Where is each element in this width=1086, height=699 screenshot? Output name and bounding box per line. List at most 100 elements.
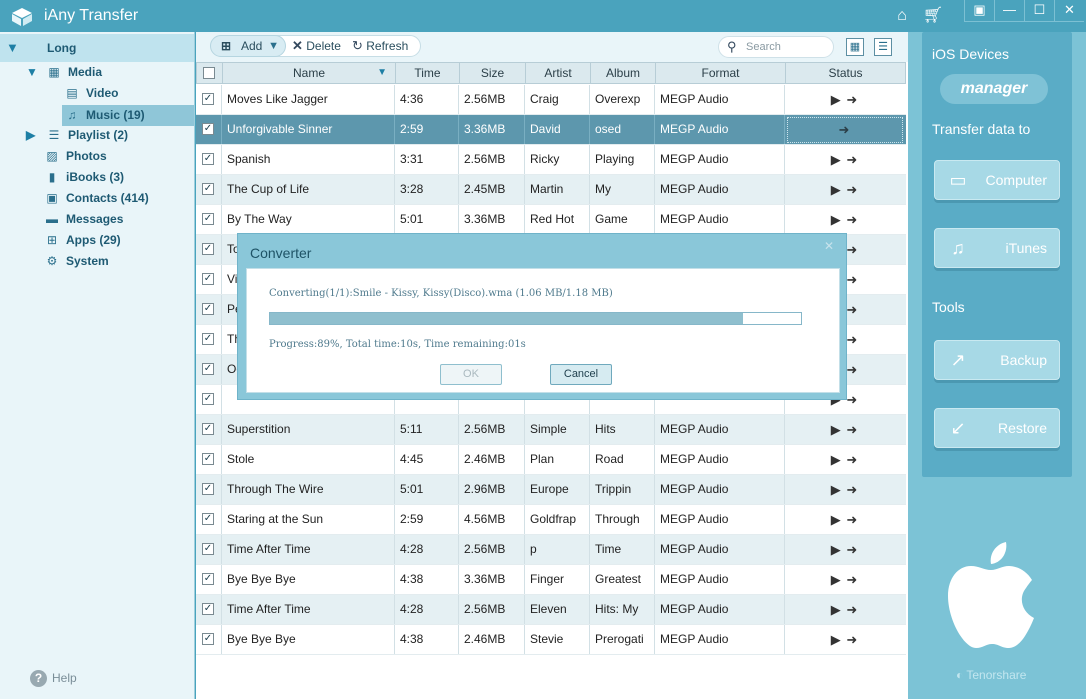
row-checkbox[interactable]: ✓ xyxy=(202,603,214,615)
header-name[interactable]: Name ▼ xyxy=(223,63,396,83)
cell-artist: p xyxy=(525,535,590,564)
cell-name: Bye Bye Bye xyxy=(222,625,395,654)
table-row[interactable]: ✓ Through The Wire 5:01 2.96MB Europe Trippin… xyxy=(196,475,906,505)
row-checkbox[interactable]: ✓ xyxy=(202,213,214,225)
home-icon[interactable]: ⌂ xyxy=(897,7,907,24)
cancel-button[interactable]: Cancel xyxy=(550,364,612,385)
row-checkbox[interactable]: ✓ xyxy=(202,423,214,435)
transfer-status-icon: ▶ ➜ xyxy=(830,152,859,167)
sidebar-item-playlist[interactable]: ▶ ☰ Playlist (2) xyxy=(26,125,128,146)
table-row[interactable]: ✓ Time After Time 4:28 2.56MB Eleven Hits: My… xyxy=(196,595,906,625)
device-name: Long xyxy=(47,41,77,55)
sort-down-icon[interactable]: ▼ xyxy=(377,67,387,78)
table-row[interactable]: ✓ Superstition 5:11 2.56MB Simple Hits MEGP Au… xyxy=(196,415,906,445)
close-icon[interactable]: ✕ xyxy=(824,239,835,253)
chevron-down-icon[interactable]: ▼ xyxy=(268,40,279,52)
row-checkbox[interactable]: ✓ xyxy=(202,303,214,315)
table-row[interactable]: ✓ Bye Bye Bye 4:38 2.46MB Stevie Prerogati MEG… xyxy=(196,625,906,655)
cell-album: Time xyxy=(590,535,655,564)
help-label: Help xyxy=(52,671,77,685)
refresh-button[interactable]: ↻ Refresh xyxy=(352,38,408,56)
header-time[interactable]: Time xyxy=(396,63,460,83)
help-icon: ? xyxy=(30,670,47,687)
row-checkbox[interactable]: ✓ xyxy=(202,183,214,195)
ok-button[interactable]: OK xyxy=(440,364,502,385)
restore-button[interactable]: ↙ Restore xyxy=(934,408,1060,448)
row-checkbox[interactable]: ✓ xyxy=(202,363,214,375)
sidebar-item-music[interactable]: ♫ Music (19) xyxy=(62,105,194,126)
row-checkbox-cell: ✓ xyxy=(196,205,222,234)
expand-triangle-icon[interactable]: ▼ xyxy=(26,65,38,79)
row-checkbox[interactable]: ✓ xyxy=(202,543,214,555)
messages-icon: ▬ xyxy=(46,212,58,226)
maximize-button[interactable]: ☐ xyxy=(1024,0,1054,22)
table-row[interactable]: ✓ Staring at the Sun 2:59 4.56MB Goldfrap Thr… xyxy=(196,505,906,535)
row-checkbox[interactable]: ✓ xyxy=(202,633,214,645)
sidebar-item-system[interactable]: ⚙ System xyxy=(44,251,109,272)
sidebar-item-contacts[interactable]: ▣ Contacts (414) xyxy=(44,188,148,209)
menu-button[interactable]: ▣ xyxy=(964,0,994,22)
row-checkbox[interactable]: ✓ xyxy=(202,333,214,345)
table-row[interactable]: ✓ Moves Like Jagger 4:36 2.56MB Craig Overexp… xyxy=(196,85,906,115)
table-row[interactable]: ✓ Time After Time 4:28 2.56MB p Time MEGP Audi… xyxy=(196,535,906,565)
sidebar-item-messages[interactable]: ▬ Messages xyxy=(44,209,123,230)
header-status[interactable]: Status xyxy=(828,66,863,80)
row-checkbox[interactable]: ✓ xyxy=(202,393,214,405)
row-checkbox[interactable]: ✓ xyxy=(202,243,214,255)
cell-format: MEGP Audio xyxy=(655,175,785,204)
conversion-status: Converting(1/1):Smile - Kissy, Kissy(Dis… xyxy=(269,288,613,299)
help-link[interactable]: ? Help xyxy=(30,670,77,687)
table-row[interactable]: ✓ Spanish 3:31 2.56MB Ricky Playing MEGP Audio… xyxy=(196,145,906,175)
backup-button[interactable]: ↗ Backup xyxy=(934,340,1060,380)
header-size[interactable]: Size xyxy=(460,63,526,83)
table-row[interactable]: ✓ Bye Bye Bye 4:38 3.36MB Finger Greatest MEGP… xyxy=(196,565,906,595)
header-artist[interactable]: Artist xyxy=(526,63,591,83)
sidebar-item-video[interactable]: ▤ Video xyxy=(64,83,118,104)
collapse-triangle-icon[interactable]: ▶ xyxy=(26,128,36,142)
search-input[interactable]: ⚲ Search xyxy=(718,36,834,58)
transfer-to-itunes-button[interactable]: ♫ iTunes xyxy=(934,228,1060,268)
header-format[interactable]: Format xyxy=(656,63,786,83)
cell-artist: David xyxy=(525,115,590,144)
sidebar-item-label: System xyxy=(66,254,109,268)
expand-triangle-icon[interactable]: ▼ xyxy=(6,40,19,55)
grid-view-icon[interactable]: ▦ xyxy=(846,38,864,56)
itunes-icon: ♫ xyxy=(951,238,965,258)
transfer-to-computer-button[interactable]: ▭ Computer xyxy=(934,160,1060,200)
row-checkbox[interactable]: ✓ xyxy=(202,453,214,465)
row-checkbox[interactable]: ✓ xyxy=(202,573,214,585)
sidebar-item-ibooks[interactable]: ▮ iBooks (3) xyxy=(44,167,124,188)
delete-button[interactable]: ✕ Delete xyxy=(292,38,341,56)
sidebar-item-photos[interactable]: ▨ Photos xyxy=(44,146,106,167)
row-checkbox[interactable]: ✓ xyxy=(202,483,214,495)
transfer-panel: iOS Devices manager Transfer data to ▭ C… xyxy=(922,32,1072,477)
minimize-button[interactable]: — xyxy=(994,0,1024,22)
cell-format: MEGP Audio xyxy=(655,475,785,504)
header-album[interactable]: Album xyxy=(591,63,656,83)
table-row[interactable]: ✓ Stole 4:45 2.46MB Plan Road MEGP Audio ▶ ➜ xyxy=(196,445,906,475)
row-checkbox[interactable]: ✓ xyxy=(202,93,214,105)
sidebar-item-media[interactable]: ▼ ▦ Media xyxy=(26,62,102,83)
cell-time: 5:01 xyxy=(395,475,459,504)
sidebar-item-apps[interactable]: ⊞ Apps (29) xyxy=(44,230,121,251)
apps-icon: ⊞ xyxy=(46,233,58,247)
row-checkbox[interactable]: ✓ xyxy=(202,153,214,165)
table-row[interactable]: ✓ The Cup of Life 3:28 2.45MB Martin My MEGP A… xyxy=(196,175,906,205)
photos-icon: ▨ xyxy=(46,149,58,163)
progress-fill xyxy=(270,313,743,324)
row-checkbox[interactable]: ✓ xyxy=(202,273,214,285)
row-checkbox[interactable]: ✓ xyxy=(202,123,214,135)
sidebar-device[interactable]: ▼ Long xyxy=(0,34,194,62)
row-checkbox-cell: ✓ xyxy=(196,535,222,564)
delete-icon: ✕ xyxy=(292,38,303,53)
tenorshare-logo-icon: ◐ xyxy=(956,668,964,682)
row-checkbox-cell: ✓ xyxy=(196,475,222,504)
close-button[interactable]: ✕ xyxy=(1054,0,1084,22)
add-button[interactable]: ⊞ Add ▼ xyxy=(210,35,286,57)
table-row[interactable]: ✓ Unforgivable Sinner 2:59 3.36MB David osed M… xyxy=(196,115,906,145)
table-row[interactable]: ✓ By The Way 5:01 3.36MB Red Hot Game MEGP Aud… xyxy=(196,205,906,235)
list-view-icon[interactable]: ☰ xyxy=(874,38,892,56)
select-all-checkbox[interactable] xyxy=(203,67,215,79)
row-checkbox[interactable]: ✓ xyxy=(202,513,214,525)
cart-icon[interactable]: 🛒︎ xyxy=(922,7,944,24)
